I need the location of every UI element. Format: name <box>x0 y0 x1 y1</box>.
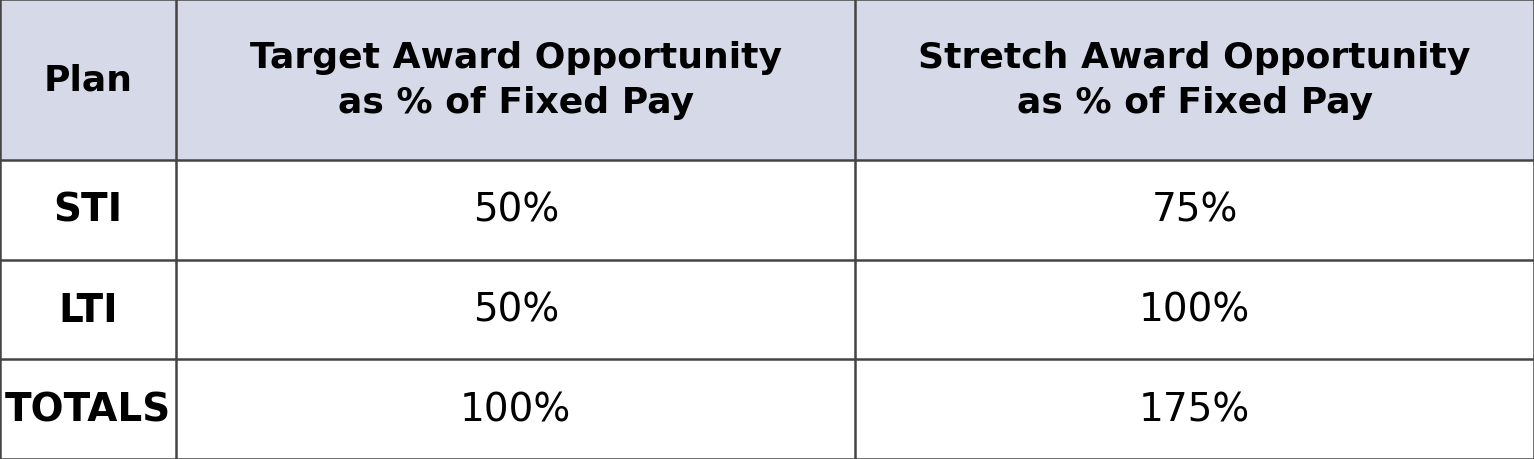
Bar <box>176 260 854 359</box>
Text: Stretch Award Opportunity
as % of Fixed Pay: Stretch Award Opportunity as % of Fixed … <box>919 41 1471 120</box>
Text: 50%: 50% <box>472 191 558 230</box>
Bar <box>856 0 1534 161</box>
Text: TOTALS: TOTALS <box>5 390 172 428</box>
Text: 100%: 100% <box>460 390 572 428</box>
Text: STI: STI <box>54 191 123 230</box>
Text: LTI: LTI <box>58 291 118 329</box>
Bar <box>856 260 1534 359</box>
Text: 50%: 50% <box>472 291 558 329</box>
Bar <box>176 359 854 459</box>
Bar <box>176 161 854 260</box>
Text: 75%: 75% <box>1152 191 1238 230</box>
Text: 100%: 100% <box>1138 291 1250 329</box>
Bar <box>0 0 176 161</box>
Bar <box>0 260 176 359</box>
Bar <box>856 359 1534 459</box>
Bar <box>856 161 1534 260</box>
Text: 175%: 175% <box>1138 390 1250 428</box>
Text: Plan: Plan <box>43 63 133 97</box>
Text: Target Award Opportunity
as % of Fixed Pay: Target Award Opportunity as % of Fixed P… <box>250 41 782 120</box>
Bar <box>0 161 176 260</box>
Bar <box>0 359 176 459</box>
Bar <box>176 0 854 161</box>
